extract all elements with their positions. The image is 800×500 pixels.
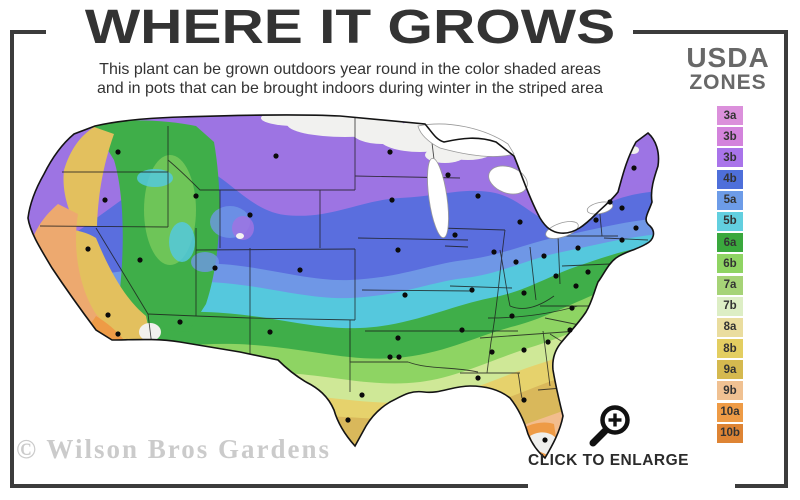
zone-chip-4b: 4b bbox=[717, 169, 743, 189]
watermark: © Wilson Bros Gardens bbox=[16, 434, 331, 464]
page-title: WHERE IT GROWS bbox=[84, 1, 616, 54]
frame-left bbox=[10, 30, 14, 488]
frame-bottom-left bbox=[10, 484, 528, 488]
magnifier-plus-icon bbox=[589, 405, 630, 447]
zone-chip-10a: 10a bbox=[717, 402, 743, 422]
legend-title-zones: ZONES bbox=[689, 71, 767, 94]
zone-chip-8a: 8a bbox=[717, 317, 743, 337]
zone-chip-3a: 3a bbox=[717, 106, 743, 125]
zone-chip-3b: 3b bbox=[717, 148, 743, 168]
zone-chip-6a: 6a bbox=[717, 233, 743, 253]
zone-chip-7b: 7b bbox=[717, 296, 743, 316]
legend-title-usda: USDA bbox=[686, 42, 770, 73]
frame-top-right bbox=[633, 30, 788, 34]
frame-top-left bbox=[10, 30, 46, 34]
subtitle-line1: This plant can be grown outdoors year ro… bbox=[99, 61, 601, 78]
city-dots bbox=[85, 149, 639, 443]
zone-chip-6b: 6b bbox=[717, 254, 743, 274]
zone-chip-5b: 5b bbox=[717, 211, 743, 231]
zone-chip-3b: 3b bbox=[717, 127, 743, 147]
click-to-enlarge-button[interactable]: CLICK TO ENLARGE bbox=[528, 404, 689, 470]
us-outline bbox=[27, 114, 660, 460]
zone-chip-10b: 10b bbox=[717, 423, 743, 443]
frame-right bbox=[784, 30, 788, 488]
zone-chip-9b: 9b bbox=[717, 381, 743, 401]
zone-chip-9a: 9a bbox=[717, 360, 743, 380]
click-to-enlarge-label[interactable]: CLICK TO ENLARGE bbox=[528, 452, 689, 469]
legend-header: USDA ZONES bbox=[677, 44, 779, 94]
zone-list: 3a 3b 3b 4b 5a 5b 6a 6b 7a 7b 8a 8b 9a 9b 10a 10b bbox=[717, 106, 743, 445]
zone-chip-8b: 8b bbox=[717, 339, 743, 359]
great-lakes bbox=[417, 123, 614, 239]
page-subtitle: This plant can be grown outdoors year ro… bbox=[30, 60, 670, 98]
zone-chip-5a: 5a bbox=[717, 190, 743, 210]
frame-bottom-right bbox=[735, 484, 788, 488]
subtitle-line2: and in pots that can be brought indoors … bbox=[96, 80, 604, 97]
zone-chip-7a: 7a bbox=[717, 275, 743, 295]
